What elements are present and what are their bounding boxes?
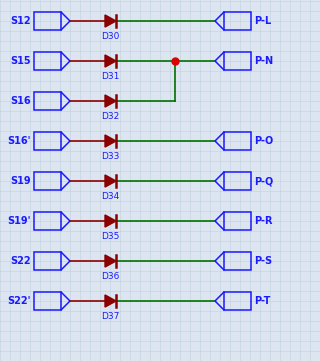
Text: D37: D37: [101, 312, 120, 321]
Text: P-O: P-O: [254, 136, 273, 146]
Bar: [224, 172, 251, 190]
Bar: [224, 212, 251, 230]
Text: P-R: P-R: [254, 216, 273, 226]
Bar: [224, 132, 251, 150]
Text: D30: D30: [101, 32, 120, 41]
Text: D32: D32: [101, 112, 120, 121]
Bar: [224, 52, 251, 70]
Bar: [224, 292, 251, 310]
Bar: [34, 292, 61, 310]
Bar: [34, 132, 61, 150]
Text: S16': S16': [7, 136, 31, 146]
Text: S19': S19': [7, 216, 31, 226]
Bar: [34, 92, 61, 110]
Bar: [34, 172, 61, 190]
Bar: [34, 212, 61, 230]
Text: P-S: P-S: [254, 256, 272, 266]
Text: D31: D31: [101, 72, 120, 81]
Text: S15: S15: [10, 56, 31, 66]
Polygon shape: [105, 15, 116, 27]
Polygon shape: [105, 295, 116, 307]
Polygon shape: [105, 135, 116, 147]
Text: P-Q: P-Q: [254, 176, 273, 186]
Text: S12: S12: [10, 16, 31, 26]
Text: D33: D33: [101, 152, 120, 161]
Polygon shape: [105, 175, 116, 187]
Text: P-T: P-T: [254, 296, 270, 306]
Text: D35: D35: [101, 232, 120, 241]
Text: S16: S16: [10, 96, 31, 106]
Text: D36: D36: [101, 272, 120, 281]
Text: P-N: P-N: [254, 56, 273, 66]
Bar: [224, 252, 251, 270]
Bar: [34, 252, 61, 270]
Polygon shape: [105, 95, 116, 107]
Bar: [224, 12, 251, 30]
Polygon shape: [105, 55, 116, 67]
Text: S22': S22': [7, 296, 31, 306]
Polygon shape: [105, 255, 116, 267]
Bar: [34, 52, 61, 70]
Text: S22: S22: [10, 256, 31, 266]
Text: D34: D34: [101, 192, 120, 201]
Text: S19: S19: [10, 176, 31, 186]
Text: P-L: P-L: [254, 16, 271, 26]
Polygon shape: [105, 215, 116, 227]
Bar: [34, 12, 61, 30]
